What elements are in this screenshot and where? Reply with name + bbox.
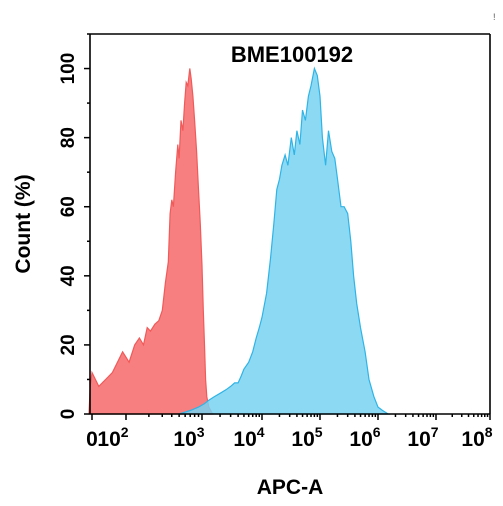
x-axis-label: APC-A bbox=[257, 476, 324, 499]
x-tick-label: 0 bbox=[86, 428, 98, 451]
x-tick-label: 106 bbox=[349, 424, 380, 451]
series-layer bbox=[88, 66, 391, 415]
series-2-area bbox=[178, 66, 391, 415]
y-axis-label: Count (%) bbox=[12, 174, 35, 273]
y-tick-label: 0 bbox=[58, 409, 79, 420]
corner-mark: ! bbox=[493, 12, 496, 22]
y-tick-label: 60 bbox=[58, 196, 79, 217]
y-tick-label: 40 bbox=[58, 265, 79, 286]
x-tick-label: 103 bbox=[173, 424, 204, 451]
y-tick-label: 100 bbox=[58, 53, 79, 85]
x-tick-label: 104 bbox=[233, 424, 264, 451]
y-tick-label: 20 bbox=[58, 334, 79, 355]
x-tick-label: 107 bbox=[407, 424, 438, 451]
x-tick-label: 102 bbox=[97, 424, 128, 451]
series-1-area bbox=[88, 68, 214, 415]
x-tick-label: 105 bbox=[291, 424, 322, 451]
x-tick-label: 108 bbox=[461, 424, 492, 451]
chart-title: BME100192 bbox=[231, 42, 353, 67]
y-tick-label: 80 bbox=[58, 127, 79, 148]
